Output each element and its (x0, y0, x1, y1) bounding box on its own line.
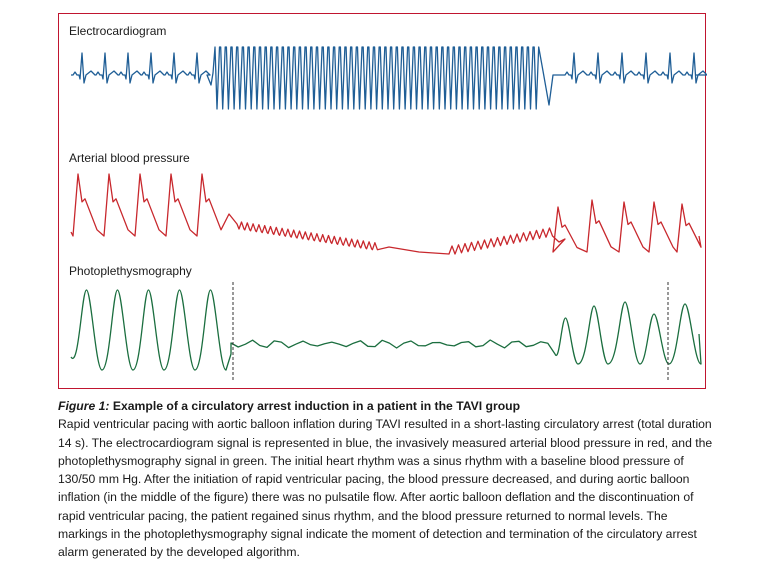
caption-body: Rapid ventricular pacing with aortic bal… (58, 415, 718, 561)
ppg-label: Photoplethysmography (69, 264, 192, 278)
ecg-label: Electrocardiogram (69, 24, 166, 38)
abp-label: Arterial blood pressure (69, 151, 190, 165)
signal-traces (59, 14, 707, 390)
ppg-trace (71, 290, 701, 370)
ecg-trace (71, 47, 707, 109)
caption-title: Figure 1: Example of a circulatory arres… (58, 397, 718, 415)
ecg-trace-group (71, 47, 707, 109)
alarm-markers (233, 282, 668, 380)
figure-caption: Figure 1: Example of a circulatory arres… (58, 397, 718, 562)
figure-frame: Electrocardiogram Arterial blood pressur… (58, 13, 706, 389)
caption-title-text: Example of a circulatory arrest inductio… (109, 399, 520, 413)
caption-figure-number: Figure 1: (58, 399, 109, 413)
abp-trace (71, 174, 701, 254)
abp-trace-group (71, 174, 701, 254)
ppg-trace-group (71, 290, 701, 370)
